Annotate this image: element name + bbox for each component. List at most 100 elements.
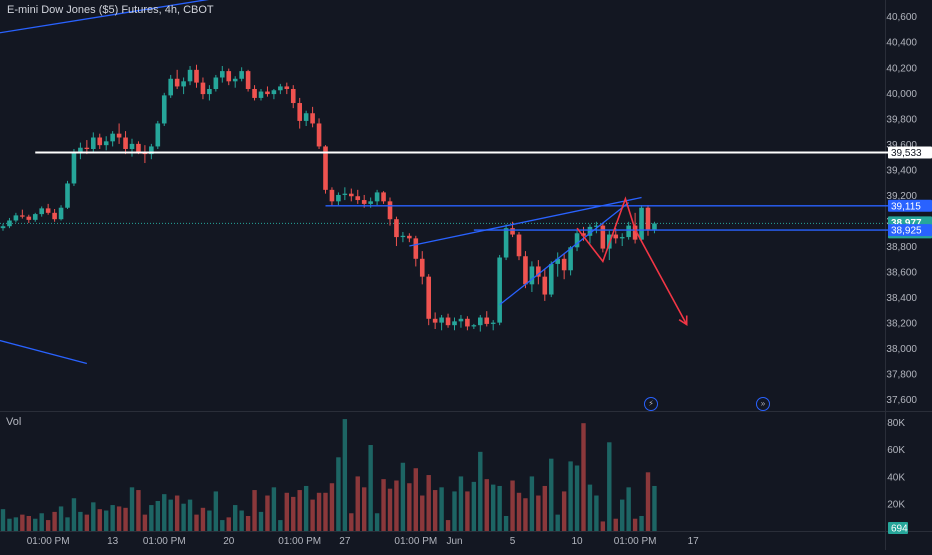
volume-bar [0, 509, 6, 531]
volume-bar [362, 487, 367, 531]
candle-body [103, 141, 109, 146]
volume-bar [503, 515, 509, 531]
candle-body [58, 207, 64, 220]
price-tick-label: 38,800 [886, 242, 917, 253]
volume-bar [420, 495, 425, 531]
candle-body [52, 212, 57, 220]
time-tick-label: 01:00 PM [27, 536, 70, 547]
volume-bar [84, 514, 90, 531]
projection-arrowhead [678, 315, 688, 327]
volume-bar [439, 487, 444, 531]
volume-tick-label: 60K [887, 445, 905, 456]
volume-bar [194, 514, 199, 531]
candle-body [555, 258, 560, 264]
price-label-level-text: 39,533 [891, 148, 922, 159]
fast-forward-icon[interactable]: » [756, 397, 770, 411]
volume-bar [45, 520, 51, 531]
volume-bar [523, 498, 528, 531]
candle-body [452, 321, 457, 326]
candle-body [478, 317, 483, 326]
candle-body [336, 194, 341, 202]
volume-bar [207, 510, 212, 531]
volume-bar [632, 518, 638, 531]
volume-bar [394, 480, 399, 531]
candle-body [258, 91, 264, 98]
volume-bar [233, 505, 238, 531]
candle-body [84, 147, 90, 149]
candle-body [97, 137, 103, 146]
volume-bar [491, 484, 496, 531]
candle-body [13, 215, 19, 221]
volume-bar [220, 520, 225, 531]
price-tick-label: 38,400 [886, 293, 917, 304]
volume-bar [607, 442, 612, 531]
volume-bar [355, 476, 360, 531]
volume-bar [374, 513, 380, 531]
candle-body [587, 226, 593, 236]
candle-body [78, 147, 83, 152]
candle-body [445, 317, 451, 326]
candle-body [465, 318, 470, 327]
volume-bar [78, 511, 83, 531]
candle-body [136, 143, 141, 152]
volume-bar [252, 490, 257, 531]
candle-body [645, 207, 651, 230]
volume-bar [136, 490, 141, 531]
price-tick-label: 39,600 [886, 140, 917, 151]
candle-body [129, 143, 135, 149]
price-tick-label: 38,600 [886, 268, 917, 279]
candle-body [432, 318, 438, 323]
volume-bar [581, 423, 586, 531]
projection-path [576, 196, 688, 325]
candle-body [548, 263, 554, 295]
candle-body [600, 225, 606, 249]
candle-body [123, 137, 128, 149]
candle-body [439, 317, 444, 323]
volume-bar [155, 500, 160, 531]
volume-bar [104, 510, 109, 531]
time-tick-label: 27 [339, 536, 351, 547]
volume-bar [297, 490, 302, 531]
volume-bar [91, 502, 96, 531]
price-label-trendline [888, 224, 932, 237]
lightning-icon[interactable]: ⚡ [644, 397, 658, 411]
volume-bar [110, 505, 115, 531]
time-tick-label: 20 [223, 536, 235, 547]
time-tick-label: 17 [688, 536, 700, 547]
volume-label: Vol [6, 416, 22, 428]
volume-bar [432, 490, 438, 531]
candle-body [568, 247, 573, 271]
candle-body [116, 133, 122, 138]
volume-bar [413, 468, 418, 531]
price-tick-label: 37,600 [886, 395, 917, 406]
volume-bar [142, 514, 148, 531]
volume-value-badge [888, 522, 908, 534]
candle-body [232, 78, 238, 82]
volume-bar [291, 496, 296, 531]
candle-body [174, 78, 180, 87]
candle-body [387, 201, 393, 220]
volume-bar [574, 465, 580, 531]
volume-bar [65, 517, 70, 531]
candle-body [65, 183, 70, 208]
volume-bar [213, 491, 219, 531]
volume-bar [271, 487, 277, 531]
candle-body [91, 137, 96, 149]
wedge-lower [499, 202, 630, 306]
candle-body [510, 228, 515, 235]
candle-body [7, 220, 12, 227]
volume-bar [316, 492, 322, 531]
volume-bar [323, 492, 328, 531]
volume-bar [652, 485, 657, 531]
volume-bar [568, 461, 573, 531]
candle-body [0, 226, 6, 229]
price-tick-label: 39,800 [886, 114, 917, 125]
candle-body [355, 196, 361, 201]
volume-bar [516, 492, 522, 531]
candle-body [413, 238, 419, 259]
candle-body [71, 151, 77, 184]
price-label-level [888, 146, 932, 159]
candle-body [529, 266, 535, 285]
